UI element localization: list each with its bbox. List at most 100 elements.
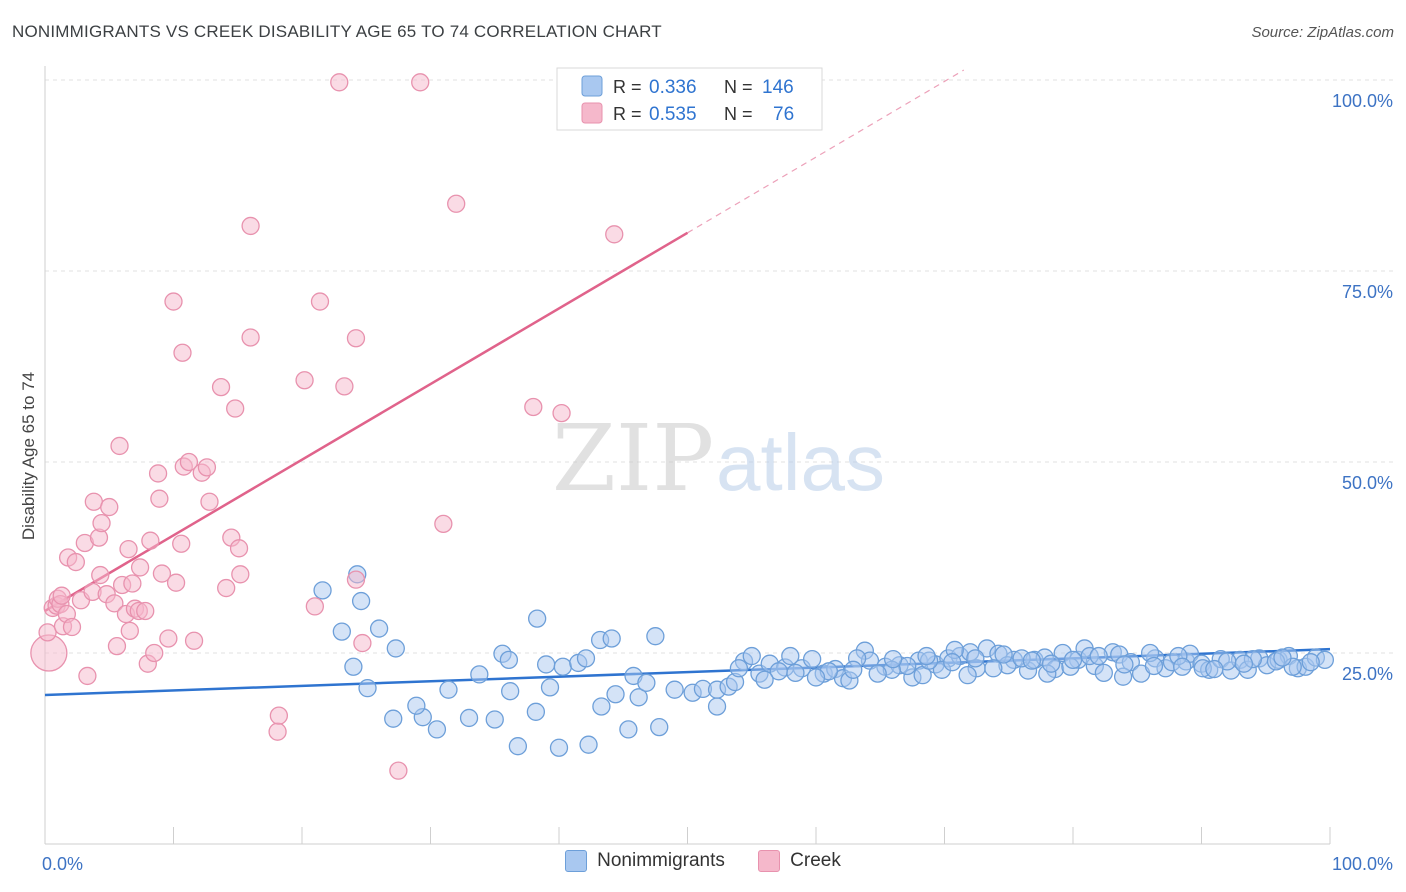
legend-bottom: Nonimmigrants Creek <box>0 850 1406 878</box>
point-nonimmigrants <box>786 663 805 683</box>
point-creek <box>346 329 366 348</box>
point-nonimmigrants <box>1042 654 1061 673</box>
point-creek <box>62 617 82 637</box>
point-nonimmigrants <box>344 657 363 676</box>
point-nonimmigrants <box>537 655 556 674</box>
point-nonimmigrants <box>781 646 800 666</box>
point-nonimmigrants <box>883 649 903 669</box>
legend-r-value: 0.535 <box>649 104 697 125</box>
point-creek <box>268 722 287 741</box>
legend-r-value: 0.336 <box>649 77 697 98</box>
point-nonimmigrants <box>369 619 389 638</box>
point-creek <box>229 539 249 558</box>
point-nonimmigrants <box>540 678 560 697</box>
point-creek <box>217 578 236 598</box>
point-creek <box>241 328 260 347</box>
point-nonimmigrants <box>665 680 684 699</box>
point-nonimmigrants <box>619 720 638 739</box>
point-nonimmigrants <box>1144 656 1164 676</box>
legend-n-label: N = <box>724 104 753 124</box>
point-creek <box>226 399 245 418</box>
point-nonimmigrants <box>1115 655 1134 674</box>
point-creek <box>335 377 354 396</box>
point-creek <box>330 73 349 92</box>
point-creek <box>120 621 139 640</box>
point-nonimmigrants <box>470 665 489 684</box>
point-creek <box>200 492 219 511</box>
point-creek <box>152 564 172 583</box>
points-creek <box>30 73 624 780</box>
point-creek <box>123 574 142 593</box>
point-nonimmigrants <box>592 697 611 716</box>
point-nonimmigrants <box>459 708 479 728</box>
point-creek <box>411 73 430 92</box>
point-nonimmigrants <box>1273 648 1292 667</box>
point-nonimmigrants <box>1022 651 1042 670</box>
point-nonimmigrants <box>549 738 569 757</box>
point-creek <box>184 631 204 650</box>
point-creek <box>211 377 231 397</box>
point-nonimmigrants <box>579 735 598 754</box>
x-tick-label: 0.0% <box>42 854 83 874</box>
point-nonimmigrants <box>407 696 426 715</box>
point-nonimmigrants <box>755 670 774 689</box>
point-nonimmigrants <box>637 673 656 692</box>
point-nonimmigrants <box>802 649 822 669</box>
point-nonimmigrants <box>1094 663 1113 683</box>
point-nonimmigrants <box>485 710 504 729</box>
trend-line-creek <box>44 69 965 613</box>
watermark-zip: ZIP <box>552 405 714 512</box>
point-nonimmigrants <box>508 737 528 756</box>
point-creek <box>172 534 191 553</box>
point-nonimmigrants <box>1301 653 1320 672</box>
y-axis-label: Disability Age 65 to 74 <box>19 372 38 540</box>
y-tick-label: 50.0% <box>1342 473 1393 493</box>
point-creek <box>130 558 150 577</box>
point-creek <box>164 292 183 311</box>
watermark: ZIP atlas <box>552 405 885 512</box>
point-nonimmigrants <box>650 717 669 737</box>
point-creek <box>84 492 103 511</box>
point-creek <box>305 597 325 616</box>
point-nonimmigrants <box>499 650 519 670</box>
point-nonimmigrants <box>629 688 648 707</box>
legend-swatch-nonimmigrants <box>565 850 588 872</box>
watermark-atlas: atlas <box>716 418 885 507</box>
point-nonimmigrants <box>1234 654 1254 673</box>
point-creek <box>136 601 155 621</box>
point-creek <box>119 539 138 559</box>
y-tick-label: 75.0% <box>1342 282 1393 302</box>
legend-label-creek: Creek <box>790 850 841 871</box>
point-creek <box>145 643 164 663</box>
point-creek <box>389 761 408 780</box>
point-nonimmigrants <box>943 653 962 672</box>
point-nonimmigrants <box>576 649 596 668</box>
point-creek <box>38 623 57 642</box>
point-creek <box>166 573 186 592</box>
point-creek <box>346 570 366 589</box>
x-tick-label: 100.0% <box>1332 854 1393 874</box>
y-tick-label: 25.0% <box>1342 664 1393 684</box>
point-creek <box>552 403 571 423</box>
y-tick-label: 100.0% <box>1332 91 1393 111</box>
point-nonimmigrants <box>729 659 749 678</box>
point-nonimmigrants <box>984 659 1003 678</box>
legend-item-creek: Creek <box>758 850 841 872</box>
point-creek <box>173 343 192 362</box>
point-nonimmigrants <box>313 581 332 600</box>
point-nonimmigrants <box>868 664 887 683</box>
point-creek <box>434 514 453 534</box>
point-nonimmigrants <box>646 627 665 646</box>
legend-swatch-nonimmigrants <box>581 75 603 97</box>
point-nonimmigrants <box>501 682 520 701</box>
point-creek <box>100 497 119 517</box>
point-nonimmigrants <box>806 668 826 687</box>
point-nonimmigrants <box>358 678 377 698</box>
points-nonimmigrants <box>313 565 1335 757</box>
point-nonimmigrants <box>439 680 458 699</box>
point-creek <box>52 586 71 605</box>
point-creek <box>241 216 260 236</box>
point-creek <box>269 706 289 725</box>
point-creek <box>110 436 129 456</box>
